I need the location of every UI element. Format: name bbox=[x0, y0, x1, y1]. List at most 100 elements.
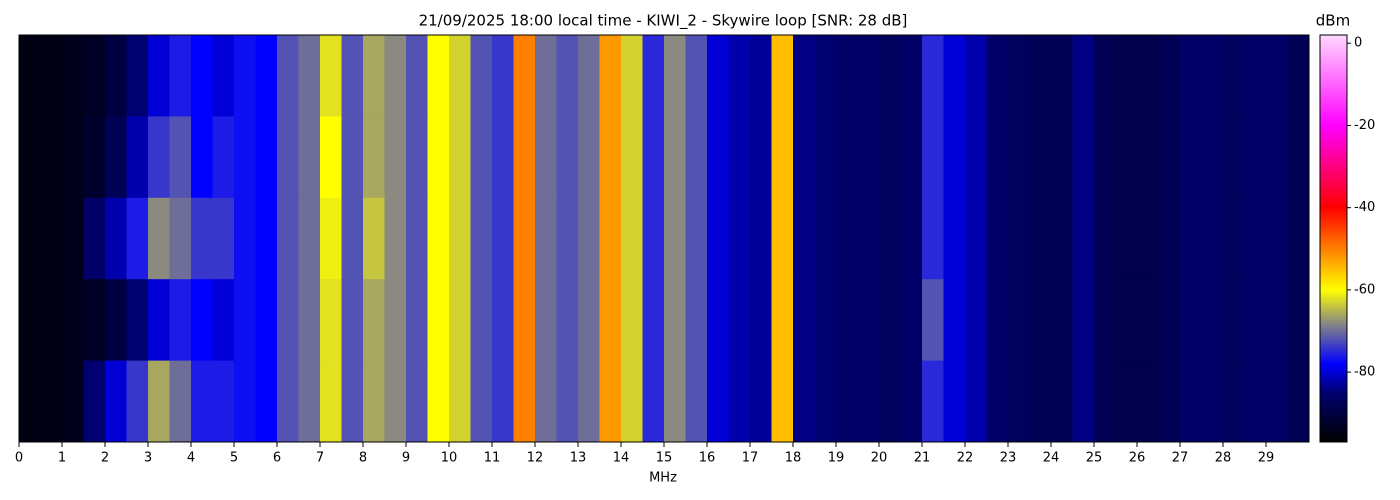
heatmap-cell bbox=[255, 35, 278, 117]
heatmap-cell bbox=[814, 116, 837, 199]
heatmap-cell bbox=[212, 197, 235, 280]
x-tick-label: 24 bbox=[1043, 451, 1060, 466]
heatmap-cell bbox=[1115, 197, 1138, 280]
colorbar-tick-label: -20 bbox=[1354, 118, 1375, 133]
heatmap-cell bbox=[384, 116, 407, 199]
heatmap-cell bbox=[1008, 116, 1030, 199]
heatmap-cell bbox=[492, 197, 514, 280]
heatmap-cell bbox=[793, 279, 815, 362]
heatmap-cell bbox=[621, 197, 643, 280]
heatmap-cell bbox=[1287, 197, 1310, 280]
heatmap-cell bbox=[879, 35, 901, 117]
heatmap-cell bbox=[212, 360, 235, 443]
heatmap-cell bbox=[750, 360, 772, 443]
heatmap-cell bbox=[556, 116, 579, 199]
heatmap-cell bbox=[19, 279, 41, 362]
heatmap-cell bbox=[556, 197, 579, 280]
heatmap-cell bbox=[814, 360, 837, 443]
heatmap-cell bbox=[1115, 360, 1138, 443]
heatmap-cell bbox=[470, 197, 493, 280]
heatmap-cell bbox=[771, 360, 794, 443]
heatmap-cell bbox=[255, 360, 278, 443]
heatmap-cell bbox=[126, 35, 149, 117]
x-tick-label: 2 bbox=[101, 451, 109, 466]
heatmap-cell bbox=[19, 35, 41, 117]
heatmap-cell bbox=[126, 116, 149, 199]
heatmap-cell bbox=[148, 360, 170, 443]
heatmap-cell bbox=[363, 116, 385, 199]
heatmap-cell bbox=[922, 360, 944, 443]
heatmap-cell bbox=[1266, 279, 1288, 362]
heatmap-cell bbox=[105, 360, 127, 443]
heatmap-cell bbox=[406, 197, 428, 280]
heatmap-cell bbox=[169, 360, 192, 443]
x-tick-label: 21 bbox=[914, 451, 931, 466]
x-tick-label: 23 bbox=[1000, 451, 1017, 466]
heatmap-cell bbox=[105, 35, 127, 117]
x-tick-label: 10 bbox=[441, 451, 458, 466]
x-tick-label: 17 bbox=[742, 451, 759, 466]
x-tick-label: 19 bbox=[828, 451, 845, 466]
heatmap-cell bbox=[492, 279, 514, 362]
heatmap-cell bbox=[1115, 279, 1138, 362]
heatmap-cell bbox=[277, 197, 299, 280]
heatmap-cell bbox=[1287, 360, 1310, 443]
heatmap-cell bbox=[1223, 360, 1245, 443]
heatmap-cell bbox=[320, 197, 342, 280]
heatmap-cell bbox=[384, 35, 407, 117]
heatmap-cell bbox=[234, 35, 256, 117]
heatmap-cell bbox=[427, 35, 450, 117]
x-tick-label: 11 bbox=[484, 451, 501, 466]
x-tick-label: 1 bbox=[58, 451, 66, 466]
heatmap-cell bbox=[707, 279, 729, 362]
heatmap-cell bbox=[363, 360, 385, 443]
heatmap-cell bbox=[83, 197, 106, 280]
heatmap-cell bbox=[750, 35, 772, 117]
heatmap-cell bbox=[642, 35, 665, 117]
heatmap-cell bbox=[427, 197, 450, 280]
heatmap-cell bbox=[212, 116, 235, 199]
heatmap-cell bbox=[341, 279, 364, 362]
heatmap-cell bbox=[1158, 116, 1181, 199]
heatmap-cell bbox=[19, 116, 41, 199]
heatmap-cell bbox=[363, 35, 385, 117]
x-tick-label: 9 bbox=[402, 451, 410, 466]
heatmap-cell bbox=[556, 279, 579, 362]
heatmap-cell bbox=[1158, 35, 1181, 117]
heatmap-cell bbox=[642, 116, 665, 199]
x-tick-label: 16 bbox=[699, 451, 716, 466]
heatmap-cell bbox=[1029, 35, 1052, 117]
heatmap-cell bbox=[685, 35, 708, 117]
heatmap-cell bbox=[191, 35, 213, 117]
heatmap-cell bbox=[83, 279, 106, 362]
heatmap-cell bbox=[793, 197, 815, 280]
x-tick-label: 4 bbox=[187, 451, 195, 466]
heatmap-cell bbox=[449, 360, 471, 443]
heatmap-cell bbox=[556, 35, 579, 117]
heatmap-cell bbox=[1137, 35, 1159, 117]
heatmap-cell bbox=[1094, 116, 1116, 199]
heatmap-cell bbox=[341, 116, 364, 199]
heatmap-cell bbox=[965, 279, 987, 362]
colorbar-tick-label: -80 bbox=[1354, 365, 1375, 380]
heatmap-cell bbox=[126, 279, 149, 362]
x-axis-label: MHz bbox=[649, 471, 677, 486]
heatmap-cell bbox=[492, 116, 514, 199]
heatmap-cell bbox=[599, 279, 622, 362]
heatmap-cell bbox=[1137, 116, 1159, 199]
heatmap-cell bbox=[1244, 116, 1267, 199]
heatmap-cell bbox=[621, 360, 643, 443]
heatmap-cell bbox=[492, 360, 514, 443]
heatmap-cell bbox=[664, 197, 686, 280]
heatmap-cell bbox=[814, 35, 837, 117]
x-tick-label: 6 bbox=[273, 451, 281, 466]
heatmap-cell bbox=[320, 360, 342, 443]
heatmap-cell bbox=[298, 197, 321, 280]
heatmap-cell bbox=[943, 197, 966, 280]
heatmap-cell bbox=[793, 35, 815, 117]
heatmap-cell bbox=[277, 360, 299, 443]
heatmap-cell bbox=[900, 360, 923, 443]
heatmap-cell bbox=[857, 279, 880, 362]
heatmap-cell bbox=[685, 360, 708, 443]
heatmap-cell bbox=[986, 35, 1009, 117]
